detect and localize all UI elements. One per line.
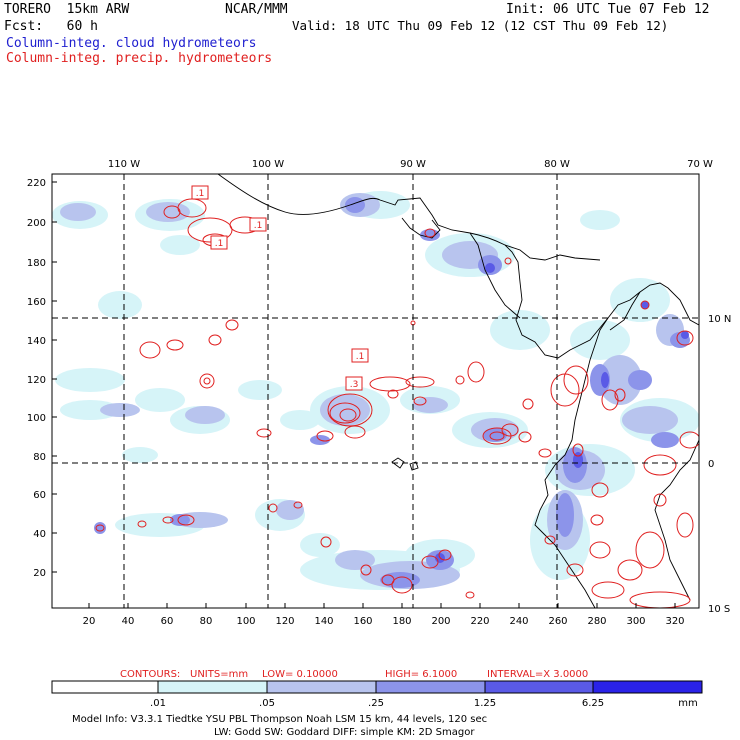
- colorbar-labels: .01 .05 .25 1.25 6.25 mm: [150, 698, 698, 709]
- y-tick: 100: [27, 413, 46, 424]
- lon-label: 70 W: [687, 159, 713, 170]
- y-tick: 140: [27, 336, 46, 347]
- colorbar-bin: [266, 680, 377, 694]
- x-tick: 160: [353, 616, 372, 627]
- x-tick: 80: [200, 616, 213, 627]
- contour-label: .1: [254, 221, 263, 231]
- y-tick: 180: [27, 258, 46, 269]
- forecast-hour: Fcst: 60 h: [4, 19, 98, 34]
- contour-label: .1: [196, 189, 205, 199]
- x-tick: 300: [626, 616, 645, 627]
- model-info-line1: Model Info: V3.3.1 Tiedtke YSU PBL Thomp…: [72, 714, 487, 725]
- x-tick: 140: [314, 616, 333, 627]
- y-tick: 20: [33, 568, 46, 579]
- x-tick: 180: [392, 616, 411, 627]
- colorbar-level: 1.25: [474, 698, 496, 709]
- lon-label: 80 W: [544, 159, 570, 170]
- colorbar-bin: [375, 680, 486, 694]
- contour-label: .1: [215, 239, 224, 249]
- x-tick: 240: [509, 616, 528, 627]
- contour-info-title: CONTOURS:: [120, 669, 180, 680]
- tick-marks: [52, 181, 676, 608]
- x-tick: 280: [587, 616, 606, 627]
- contour-label-boxes: [191, 185, 369, 391]
- bottom-ticks: 20 40 60 80 100 120 140 160 180 200 220 …: [83, 616, 685, 627]
- model-title: TORERO 15km ARW: [4, 2, 130, 17]
- plot-frame: [51, 173, 700, 609]
- contour-info: CONTOURS: UNITS=mm LOW= 0.10000 HIGH= 6.…: [120, 669, 588, 680]
- cloud-shading: [52, 191, 699, 590]
- contour-info-units: UNITS=mm: [190, 669, 248, 680]
- y-tick: 200: [27, 218, 46, 229]
- x-tick: 320: [665, 616, 684, 627]
- colorbar-bin: [51, 680, 159, 694]
- x-tick: 260: [548, 616, 567, 627]
- contour-info-interval: INTERVAL=X 3.0000: [487, 669, 588, 680]
- x-tick: 220: [470, 616, 489, 627]
- lon-label: 100 W: [252, 159, 284, 170]
- latlon-grid: [52, 174, 699, 608]
- valid-time: Valid: 18 UTC Thu 09 Feb 12 (12 CST Thu …: [292, 18, 669, 33]
- y-tick: 80: [33, 452, 46, 463]
- y-tick: 40: [33, 529, 46, 540]
- lat-label: 10 N: [708, 314, 731, 325]
- y-tick: 220: [27, 178, 46, 189]
- top-lon-labels: 110 W 100 W 90 W 80 W 70 W: [108, 159, 713, 170]
- organization: NCAR/MMM: [225, 2, 288, 17]
- lat-label: 0: [708, 459, 714, 470]
- y-tick: 160: [27, 297, 46, 308]
- colorbar: [51, 680, 703, 694]
- colorbar-level: 6.25: [582, 698, 604, 709]
- contour-label: .1: [356, 352, 365, 362]
- colorbar-bin: [592, 680, 703, 694]
- coastlines: [217, 174, 699, 608]
- contour-label: .3: [350, 380, 359, 390]
- x-tick: 40: [122, 616, 135, 627]
- x-tick: 20: [83, 616, 96, 627]
- lon-label: 90 W: [400, 159, 426, 170]
- right-lat-labels: 10 N 0 10 S: [708, 314, 731, 615]
- contour-label-texts: .1 .1 .1 .1 .3: [196, 189, 365, 390]
- lat-label: 10 S: [708, 604, 730, 615]
- colorbar-level: .01: [150, 698, 166, 709]
- colorbar-bin: [157, 680, 268, 694]
- x-tick: 120: [275, 616, 294, 627]
- field-precip-title: Column-integ. precip. hydrometeors: [6, 51, 273, 66]
- contour-info-low: LOW= 0.10000: [262, 669, 338, 680]
- colorbar-bin: [484, 680, 594, 694]
- x-tick: 60: [161, 616, 174, 627]
- precip-contours: [95, 198, 699, 608]
- lon-label: 110 W: [108, 159, 140, 170]
- colorbar-unit: mm: [678, 698, 697, 709]
- y-tick: 60: [33, 490, 46, 501]
- model-info-line2: LW: Godd SW: Goddard DIFF: simple KM: 2D…: [214, 727, 475, 738]
- colorbar-level: .05: [259, 698, 275, 709]
- field-cloud-title: Column-integ. cloud hydrometeors: [6, 36, 257, 51]
- model-info: Model Info: V3.3.1 Tiedtke YSU PBL Thomp…: [72, 714, 487, 738]
- init-time: Init: 06 UTC Tue 07 Feb 12: [506, 2, 710, 17]
- x-tick: 100: [236, 616, 255, 627]
- x-tick: 200: [431, 616, 450, 627]
- contour-info-high: HIGH= 6.1000: [385, 669, 457, 680]
- y-tick: 120: [27, 375, 46, 386]
- colorbar-level: .25: [368, 698, 384, 709]
- left-ticks: 220 200 180 160 140 120 100 80 60 40 20: [27, 178, 46, 579]
